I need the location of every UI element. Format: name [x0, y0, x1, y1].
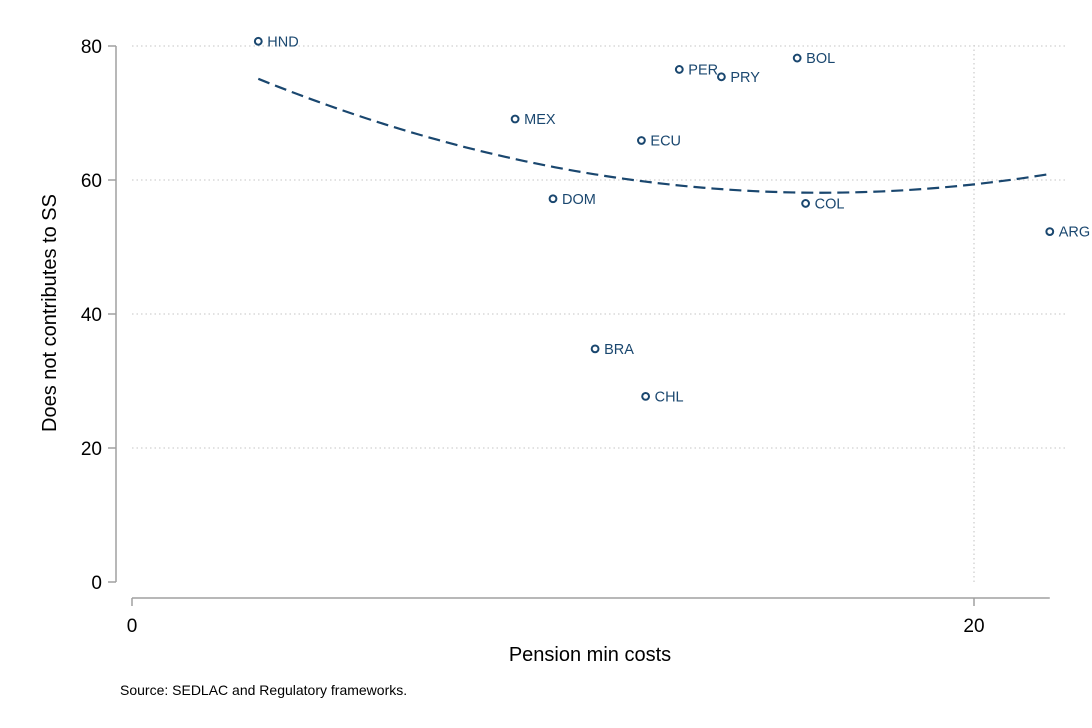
data-point: [717, 72, 726, 82]
data-point-group: HND: [253, 34, 299, 50]
point-label: COL: [815, 196, 845, 212]
point-label: HND: [267, 34, 298, 50]
data-point: [801, 199, 810, 208]
data-point-group: DOM: [548, 192, 596, 208]
fit-line: [257, 77, 1050, 194]
tick-group: 0 20 40 60 80 0 20: [81, 37, 985, 637]
point-label: ECU: [650, 133, 681, 149]
point-label: ARG: [1059, 225, 1090, 241]
data-point: [590, 344, 600, 354]
data-point: [1045, 227, 1055, 236]
data-point-group: ECU: [637, 133, 681, 149]
data-point: [510, 114, 520, 124]
x-axis-title: Pension min costs: [509, 644, 671, 666]
point-label: PRY: [730, 70, 760, 86]
point-label: MEX: [524, 112, 556, 128]
source-note: Source: SEDLAC and Regulatory frameworks…: [120, 682, 407, 698]
y-tick-label: 80: [81, 37, 102, 58]
data-point-group: BRA: [590, 342, 634, 358]
data-point-group: PER: [674, 62, 718, 78]
y-axis-title: Does not contributes to SS: [39, 194, 61, 432]
data-point: [253, 36, 263, 46]
data-point-group: ARG: [1045, 225, 1090, 241]
data-point-group: COL: [801, 196, 845, 212]
axes: [115, 46, 1050, 599]
y-tick-label: 40: [81, 305, 102, 326]
data-point-group: PRY: [717, 70, 760, 86]
point-label: BOL: [806, 51, 835, 67]
data-point: [637, 136, 646, 145]
point-label: PER: [688, 62, 718, 78]
x-tick-label: 20: [963, 616, 984, 637]
point-label: DOM: [562, 192, 596, 208]
point-label: CHL: [655, 389, 684, 405]
data-point-group: CHL: [641, 389, 684, 405]
data-point: [641, 392, 651, 401]
y-tick-label: 60: [81, 171, 102, 192]
x-tick-label: 0: [127, 616, 138, 637]
y-tick-label: 20: [81, 439, 102, 460]
fit-line-group: [257, 77, 1050, 194]
data-point-group: MEX: [510, 112, 556, 128]
point-label: BRA: [604, 342, 634, 358]
y-tick-label: 0: [91, 573, 102, 594]
points-group: HND MEX DOM BRA ECU CHL PER PRY BOL COL ARG: [253, 34, 1090, 405]
data-point-group: BOL: [792, 51, 835, 67]
data-point: [674, 65, 684, 74]
data-point: [792, 53, 802, 63]
grid-lines: [132, 45, 1068, 582]
data-point: [548, 194, 558, 204]
